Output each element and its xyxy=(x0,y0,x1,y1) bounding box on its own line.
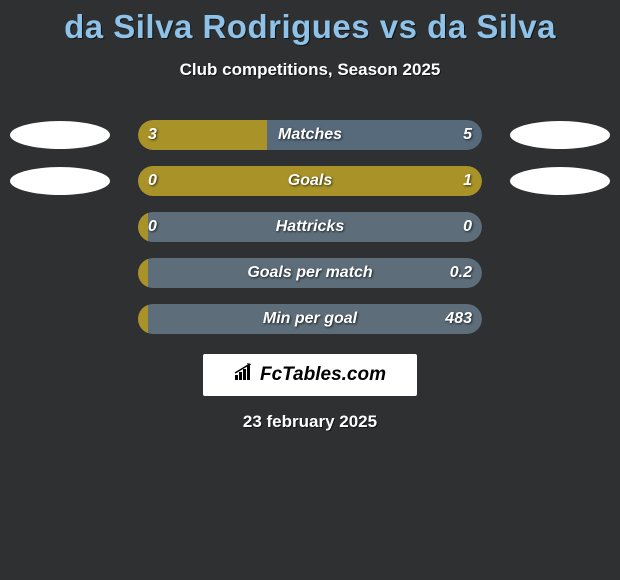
stat-value-right: 483 xyxy=(445,304,472,334)
player-ellipse-left xyxy=(10,121,110,149)
stat-value-left: 0 xyxy=(148,212,157,242)
stat-label: Goals per match xyxy=(138,258,482,288)
stat-label: Matches xyxy=(138,120,482,150)
bar-chart-icon xyxy=(234,363,256,387)
stat-value-right: 1 xyxy=(463,166,472,196)
stat-row: Hattricks0 0 xyxy=(0,212,620,242)
stat-value-right: 0 xyxy=(463,212,472,242)
stat-value-left: 3 xyxy=(148,120,157,150)
stat-row: Goals per match0.2 xyxy=(0,258,620,288)
stat-value-right: 5 xyxy=(463,120,472,150)
stat-row: Min per goal483 xyxy=(0,304,620,334)
logo: FcTables.com xyxy=(234,363,386,387)
page-title: da Silva Rodrigues vs da Silva xyxy=(0,0,620,46)
stat-label: Goals xyxy=(138,166,482,196)
stat-label: Hattricks xyxy=(138,212,482,242)
player-ellipse-right xyxy=(510,121,610,149)
player-ellipse-left xyxy=(10,167,110,195)
stat-row: Goals0 1 xyxy=(0,166,620,196)
stat-row: Matches3 5 xyxy=(0,120,620,150)
stats-container: Matches35Goals01Hattricks00Goals per mat… xyxy=(0,120,620,334)
date-text: 23 february 2025 xyxy=(0,412,620,432)
player-ellipse-right xyxy=(510,167,610,195)
stat-label: Min per goal xyxy=(138,304,482,334)
subtitle: Club competitions, Season 2025 xyxy=(0,60,620,80)
stat-value-right: 0.2 xyxy=(450,258,472,288)
logo-box: FcTables.com xyxy=(203,354,417,396)
logo-text: FcTables.com xyxy=(260,364,386,386)
stat-value-left: 0 xyxy=(148,166,157,196)
